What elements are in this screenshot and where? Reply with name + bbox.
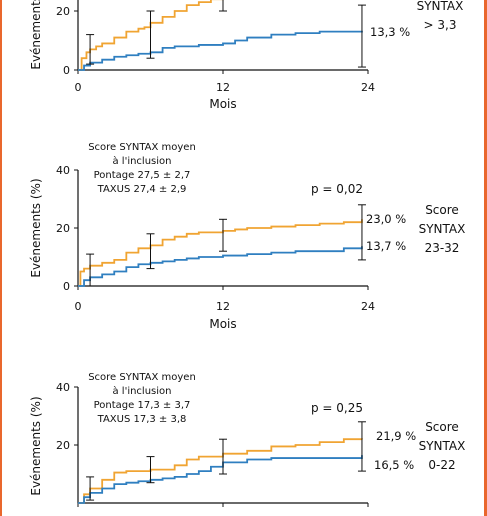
- taxus-series-line: [78, 30, 363, 71]
- y-tick-label: 20: [56, 439, 70, 452]
- x-tick-label: 0: [75, 81, 82, 94]
- baseline-info-line: Score SYNTAX moyen: [88, 142, 196, 153]
- pontage-series-line: [78, 0, 224, 71]
- x-tick-label: 12: [216, 81, 230, 94]
- x-axis-title: Mois: [209, 317, 236, 331]
- taxus-end-value: 16,5 %: [374, 458, 414, 472]
- y-tick-label: 40: [56, 164, 70, 177]
- taxus-end-value: 13,3 %: [370, 25, 410, 39]
- syntax-group-label: SYNTAX: [417, 0, 464, 13]
- y-tick-label: 20: [56, 222, 70, 235]
- baseline-info-line: à l'inclusion: [112, 155, 171, 167]
- taxus-end-value: 13,7 %: [366, 239, 406, 253]
- y-tick-label: 40: [56, 381, 70, 394]
- syntax-group-label: SYNTAX: [419, 439, 466, 453]
- baseline-info-line: TAXUS 17,3 ± 3,8: [97, 414, 187, 425]
- pontage-series-line: [78, 219, 363, 287]
- syntax-group-label: 0-22: [428, 458, 455, 472]
- y-tick-label: 0: [63, 64, 70, 77]
- y-axis-title: Evénements (%): [29, 396, 43, 495]
- pontage-end-value: 23,0 %: [366, 212, 406, 226]
- frame-border-left: [0, 0, 2, 516]
- baseline-info-line: Score SYNTAX moyen: [88, 372, 196, 383]
- baseline-info-line: Pontage 27,5 ± 2,7: [94, 170, 191, 181]
- y-axis-title: Evénements (%): [29, 178, 43, 277]
- pontage-end-value: 21,9 %: [376, 429, 416, 443]
- x-axis-title: Mois: [209, 97, 236, 111]
- y-tick-label: 0: [63, 280, 70, 293]
- baseline-info-line: TAXUS 27,4 ± 2,9: [97, 184, 187, 195]
- baseline-info-line: Pontage 17,3 ± 3,7: [94, 400, 191, 411]
- syntax-group-label: SYNTAX: [419, 222, 466, 236]
- y-axis-title: Evénements (%): [29, 0, 43, 70]
- syntax-group-label: 23-32: [425, 241, 460, 255]
- syntax-group-label: > 3,3: [424, 18, 457, 32]
- p-value: p = 0,02: [311, 182, 363, 196]
- x-tick-label: 12: [216, 300, 230, 313]
- x-tick-label: 24: [361, 300, 375, 313]
- syntax-group-label: Score: [425, 203, 459, 217]
- taxus-series-line: [78, 455, 363, 504]
- y-tick-label: 20: [56, 5, 70, 18]
- p-value: p = 0,25: [311, 401, 363, 415]
- frame-border-right: [484, 0, 487, 516]
- baseline-info-line: à l'inclusion: [112, 385, 171, 397]
- syntax-group-label: Score: [425, 420, 459, 434]
- taxus-series-line: [78, 246, 363, 287]
- x-tick-label: 24: [361, 81, 375, 94]
- pontage-series-line: [78, 438, 363, 504]
- x-tick-label: 0: [75, 300, 82, 313]
